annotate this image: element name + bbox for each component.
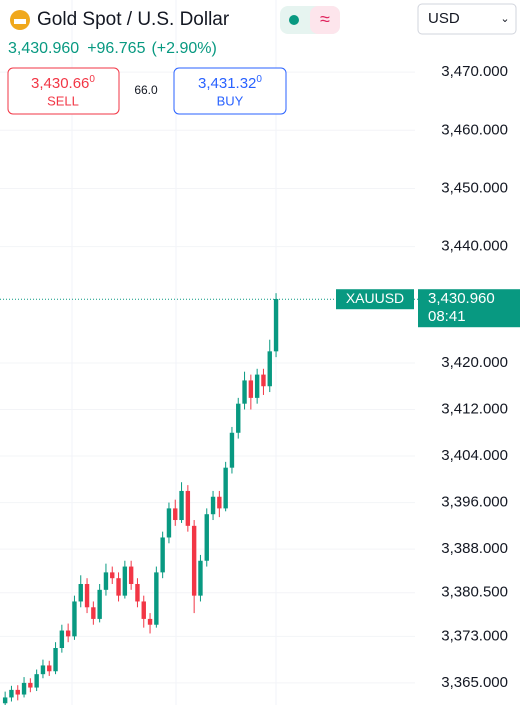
candle-body: [103, 572, 109, 590]
candle-body: [191, 525, 197, 596]
y-tick-label: 3,412.000: [441, 400, 508, 417]
buy-label: BUY: [217, 93, 244, 108]
candle-body: [78, 584, 83, 602]
y-tick-label: 3,440.000: [441, 238, 508, 255]
buy-price-small: 0: [256, 74, 262, 85]
candle-body: [34, 674, 39, 688]
candle-body: [261, 374, 266, 387]
sell-price: 3,430.660: [31, 74, 95, 92]
candle-body: [110, 572, 115, 579]
y-tick-label: 3,388.000: [441, 540, 508, 557]
candle-body: [217, 496, 222, 509]
gold-icon-bar: [14, 19, 26, 24]
currency-select[interactable]: [417, 3, 517, 35]
market-open-dot: [289, 15, 299, 25]
candle-body: [242, 380, 247, 404]
candle-body: [135, 584, 140, 602]
y-tick-label: 3,470.000: [441, 63, 508, 80]
y-tick-label: 3,396.000: [441, 494, 508, 511]
y-tick-label: 3,404.000: [441, 447, 508, 464]
status-pill-right: [310, 6, 340, 34]
change-pct: (+2.90%): [151, 40, 216, 57]
candle-body: [267, 351, 272, 387]
candle-body: [166, 508, 172, 538]
candle-body: [28, 682, 33, 688]
candle-body: [204, 514, 209, 561]
candle-body: [72, 601, 77, 637]
title: Gold Spot / U.S. Dollar: [37, 9, 230, 30]
candle-body: [15, 689, 20, 695]
candle-body: [160, 537, 165, 573]
buy-button[interactable]: [173, 67, 287, 115]
candle-body: [154, 572, 159, 625]
candle-body: [173, 508, 178, 521]
candle-body: [229, 432, 235, 468]
y-tick-label: 3,420.000: [441, 354, 508, 371]
buy-price-main: 3,431.32: [198, 75, 256, 92]
sell-price-small: 0: [89, 74, 95, 85]
last-price-tag: [418, 289, 520, 328]
sell-price-main: 3,430.66: [31, 75, 89, 92]
sell-button[interactable]: [7, 67, 120, 115]
delay-icon: ≈: [320, 9, 330, 29]
candle-body: [116, 578, 121, 596]
y-tick-label: 3,460.000: [441, 121, 508, 138]
candle-body: [198, 560, 203, 596]
currency: USD: [428, 10, 460, 27]
price: 3,430.960: [8, 40, 79, 57]
candle-body: [210, 496, 216, 515]
change: +96.765: [87, 40, 145, 57]
bar-countdown: 08:41: [428, 308, 466, 325]
buy-price: 3,431.320: [198, 74, 262, 92]
candle-body: [179, 490, 184, 521]
candle-body: [273, 298, 279, 352]
candle-body: [21, 682, 27, 695]
candle-body: [84, 584, 90, 608]
candle-body: [236, 403, 241, 433]
candle-body: [128, 566, 134, 585]
dropdown-arrow: ⌄: [500, 13, 509, 25]
symbol-tag: [336, 289, 414, 310]
candle-body: [53, 647, 58, 672]
candle-body: [223, 467, 228, 509]
candle-body: [254, 374, 260, 398]
candle-body: [185, 490, 191, 526]
y-tick-label: 3,450.000: [441, 179, 508, 196]
candle-body: [91, 607, 96, 619]
spread: 66.0: [134, 83, 158, 97]
sell-label: SELL: [47, 93, 79, 108]
candle-body: [141, 601, 146, 619]
last-price-label: 3,430.960: [428, 290, 495, 307]
y-tick-label: 3,365.000: [441, 674, 508, 691]
symbol: XAUUSD: [346, 290, 404, 306]
candle-body: [2, 697, 8, 704]
candle-body: [147, 618, 153, 625]
candle-body: [97, 589, 102, 619]
candle-body: [9, 689, 14, 698]
candle-body: [59, 630, 65, 648]
candle-body: [248, 380, 254, 398]
y-tick-label: 3,373.000: [441, 627, 508, 644]
candle-body: [122, 566, 128, 596]
candle-body: [40, 665, 46, 675]
quote-line: 3,430.960 +96.765 (+2.90%): [8, 40, 217, 57]
y-tick-label: 3,380.500: [441, 584, 508, 601]
candle-body: [47, 665, 52, 672]
candle-body: [65, 630, 71, 637]
